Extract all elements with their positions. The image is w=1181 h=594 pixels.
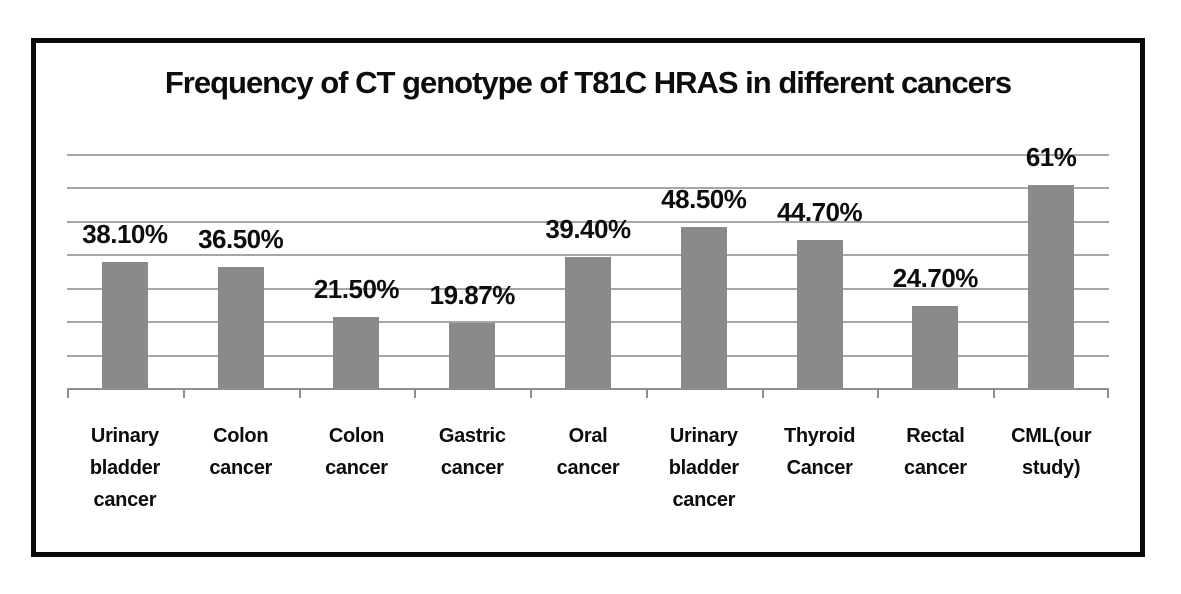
x-axis-tick bbox=[877, 389, 880, 398]
bar-value-label: 38.10% bbox=[82, 218, 168, 249]
bar bbox=[217, 267, 264, 389]
bar bbox=[449, 322, 496, 389]
x-axis-tick bbox=[761, 389, 764, 398]
chart-frame: Frequency of CT genotype of T81C HRAS in… bbox=[31, 38, 1145, 557]
bar bbox=[680, 226, 727, 389]
x-axis-tick bbox=[645, 389, 648, 398]
gridline bbox=[67, 187, 1109, 190]
gridline bbox=[67, 220, 1109, 223]
bar-value-label: 24.70% bbox=[892, 263, 979, 294]
x-axis-line bbox=[67, 388, 1109, 390]
x-axis-tick bbox=[1107, 389, 1109, 398]
bar-value-label: 39.40% bbox=[545, 214, 631, 245]
chart-title: Frequency of CT genotype of T81C HRAS in… bbox=[164, 65, 1012, 100]
category-label: Gastric cancer bbox=[438, 425, 506, 479]
x-axis-labels: Urinary bladder cancer Colon cancer Colon … bbox=[67, 420, 1109, 516]
category-label: Oral cancer bbox=[556, 425, 620, 479]
x-axis-tick bbox=[414, 389, 417, 398]
plot-area: 38.10% 36.50% 21.50% 19.87% 39.40% 48.50% 44.7… bbox=[67, 144, 1109, 398]
x-axis-tick bbox=[530, 389, 533, 398]
bar-value-label: 21.50% bbox=[313, 274, 400, 305]
category-label: Urinary bladder cancer bbox=[668, 425, 739, 511]
bar-value-label: 36.50% bbox=[198, 224, 284, 254]
category-label: Colon cancer bbox=[209, 425, 273, 479]
x-axis-tick bbox=[182, 389, 185, 398]
bar bbox=[565, 257, 611, 389]
bar-value-label: 48.50% bbox=[661, 183, 747, 214]
x-axis-tick bbox=[67, 389, 69, 398]
bar-value-label: 61% bbox=[1025, 142, 1077, 173]
bar bbox=[101, 261, 148, 389]
bar bbox=[333, 317, 380, 389]
x-axis-tick bbox=[298, 389, 301, 398]
bar-value-label: 44.70% bbox=[776, 196, 863, 227]
category-label: Urinary bladder cancer bbox=[89, 425, 160, 511]
category-label: CML(our study) bbox=[1011, 425, 1092, 479]
bar-value-label: 19.87% bbox=[429, 279, 516, 310]
category-label: Rectal cancer bbox=[904, 425, 967, 479]
bar bbox=[1028, 185, 1075, 389]
category-label: Colon cancer bbox=[325, 425, 388, 479]
gridline bbox=[67, 154, 1109, 156]
bar bbox=[912, 306, 959, 389]
bar bbox=[796, 239, 843, 389]
category-label: Thyroid Cancer bbox=[783, 425, 856, 479]
gridline bbox=[67, 254, 1109, 257]
x-axis-tick bbox=[993, 389, 996, 398]
